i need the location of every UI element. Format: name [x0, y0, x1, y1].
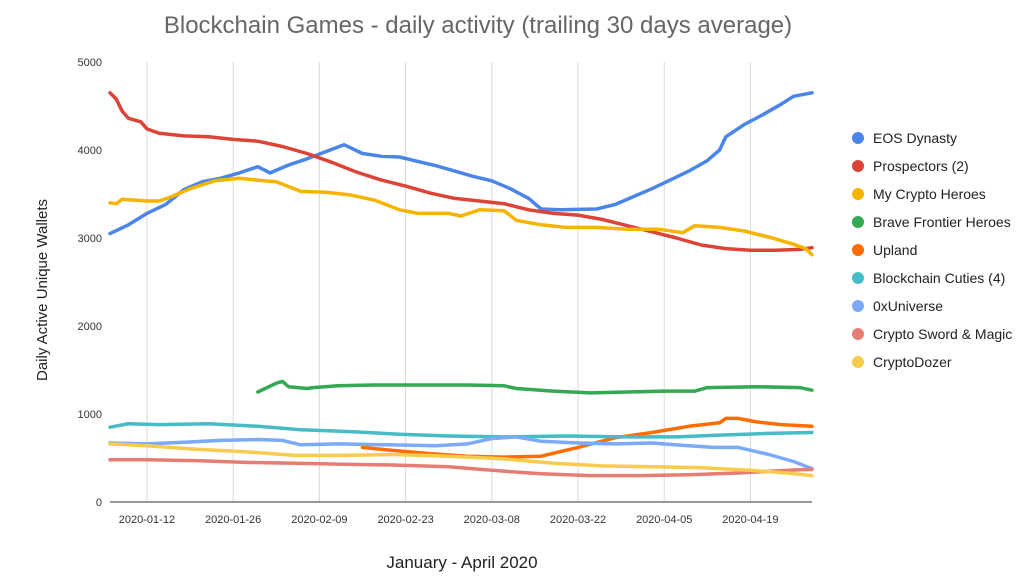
legend-label: 0xUniverse — [873, 298, 944, 314]
x-tick-label: 2020-01-12 — [119, 514, 175, 526]
legend-label: Brave Frontier Heroes — [873, 214, 1011, 230]
legend-label: Crypto Sword & Magic — [873, 326, 1013, 342]
series-line — [108, 442, 814, 478]
y-tick-label: 5000 — [78, 57, 102, 69]
legend: EOS Dynasty Prospectors (2) My Crypto Hero… — [852, 129, 1020, 381]
x-tick-label: 2020-01-26 — [205, 514, 261, 526]
legend-label: Blockchain Cuties (4) — [873, 270, 1006, 286]
legend-label: Prospectors (2) — [873, 158, 969, 174]
ticks-layer: 2020-01-12 2020-01-26 2020-02-09 2020-02-23… — [78, 57, 779, 526]
y-tick-label: 1000 — [78, 409, 102, 421]
series-line — [108, 421, 814, 439]
legend-item: My Crypto Heroes — [852, 185, 1020, 203]
series-line — [108, 91, 814, 236]
series-line — [256, 379, 814, 395]
x-tick-label: 2020-03-22 — [550, 514, 606, 526]
legend-item: Prospectors (2) — [852, 157, 1020, 175]
x-tick-label: 2020-04-19 — [722, 514, 778, 526]
legend-swatch — [852, 328, 864, 340]
legend-label: My Crypto Heroes — [873, 186, 986, 202]
x-tick-label: 2020-02-09 — [291, 514, 347, 526]
legend-swatch — [852, 188, 864, 200]
legend-item: Brave Frontier Heroes — [852, 213, 1020, 231]
y-tick-label: 2000 — [78, 321, 102, 333]
series-line — [108, 91, 814, 253]
y-tick-label: 0 — [96, 497, 102, 509]
x-axis-label: January - April 2020 — [386, 553, 537, 572]
legend-swatch — [852, 244, 864, 256]
legend-item: Crypto Sword & Magic — [852, 325, 1020, 343]
legend-item: 0xUniverse — [852, 297, 1020, 315]
x-tick-label: 2020-02-23 — [377, 514, 433, 526]
legend-swatch — [852, 216, 864, 228]
series-line — [108, 176, 814, 257]
x-tick-label: 2020-03-08 — [464, 514, 520, 526]
legend-label: EOS Dynasty — [873, 130, 958, 146]
legend-swatch — [852, 132, 864, 144]
series-layer — [108, 91, 814, 478]
chart-title: Blockchain Games - daily activity (trail… — [164, 12, 792, 39]
series-line — [108, 458, 814, 478]
series-line — [108, 435, 814, 471]
legend-swatch — [852, 272, 864, 284]
legend-item: Blockchain Cuties (4) — [852, 269, 1020, 287]
legend-swatch — [852, 160, 864, 172]
legend-swatch — [852, 356, 864, 368]
legend-swatch — [852, 300, 864, 312]
legend-label: CryptoDozer — [873, 354, 952, 370]
legend-item: CryptoDozer — [852, 353, 1020, 371]
y-tick-label: 4000 — [78, 145, 102, 157]
x-tick-label: 2020-04-05 — [636, 514, 692, 526]
y-axis-label: Daily Active Unique Wallets — [34, 199, 51, 381]
legend-label: Upland — [873, 242, 918, 258]
y-tick-label: 3000 — [78, 233, 102, 245]
legend-item: Upland — [852, 241, 1020, 259]
legend-item: EOS Dynasty — [852, 129, 1020, 147]
